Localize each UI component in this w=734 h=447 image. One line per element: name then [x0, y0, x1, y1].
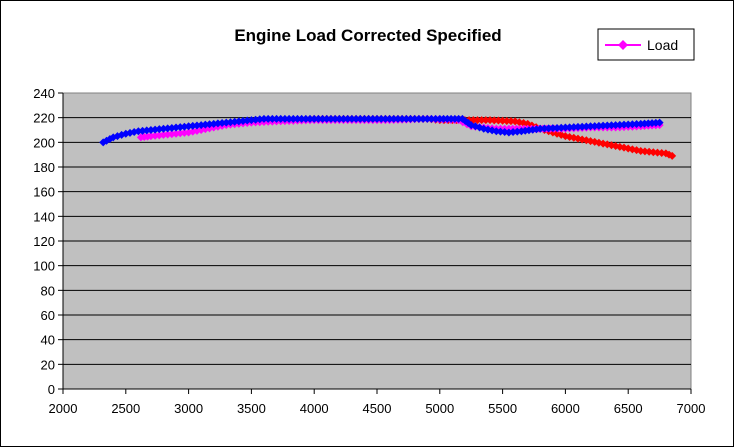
- y-tick-label: 240: [33, 86, 55, 101]
- data-point: [142, 126, 151, 135]
- data-point: [360, 114, 369, 123]
- data-point: [389, 114, 398, 123]
- x-tick-label: 3500: [237, 401, 266, 416]
- data-point: [188, 127, 197, 136]
- y-tick-label: 0: [48, 382, 55, 397]
- x-tick-label: 5500: [488, 401, 517, 416]
- y-tick-label: 20: [41, 357, 55, 372]
- y-tick-label: 220: [33, 111, 55, 126]
- data-point: [481, 116, 490, 125]
- data-point: [306, 114, 315, 123]
- legend-label-load: Load: [647, 37, 678, 53]
- x-tick-label: 7000: [677, 401, 706, 416]
- y-tick-label: 60: [41, 308, 55, 323]
- data-point: [373, 114, 381, 123]
- data-point: [655, 118, 664, 127]
- x-tick-label: 5000: [425, 401, 454, 416]
- y-tick-label: 180: [33, 160, 55, 175]
- data-point: [381, 114, 390, 123]
- data-point: [343, 114, 352, 123]
- data-point: [264, 114, 273, 123]
- data-point: [326, 114, 335, 123]
- data-point: [289, 114, 298, 123]
- x-tick-label: 4000: [300, 401, 329, 416]
- data-point: [272, 114, 281, 123]
- y-tick-labels: 0 20 40 60 80 100 120 140 160 180 200 220 240: [33, 86, 55, 397]
- data-point: [419, 114, 428, 123]
- axes: [58, 92, 692, 394]
- data-point: [285, 114, 294, 123]
- y-tick-label: 80: [41, 283, 55, 298]
- series-2: [99, 114, 664, 147]
- data-point: [431, 114, 440, 123]
- data-point: [398, 114, 407, 123]
- data-point: [297, 114, 306, 123]
- data-point: [406, 114, 415, 123]
- x-tick-label: 3000: [174, 401, 203, 416]
- data-point: [513, 127, 522, 136]
- x-tick-label: 6000: [551, 401, 580, 416]
- data-point: [356, 114, 365, 123]
- x-tick-label: 2500: [111, 401, 140, 416]
- data-point: [427, 114, 436, 123]
- gridlines: [63, 117, 691, 365]
- data-point: [331, 114, 340, 123]
- data-point: [477, 116, 486, 125]
- y-tick-label: 200: [33, 135, 55, 150]
- data-point: [414, 114, 423, 123]
- data-point: [347, 114, 356, 123]
- data-point: [377, 114, 386, 123]
- data-point: [276, 114, 285, 123]
- data-point: [402, 114, 411, 123]
- data-point: [280, 114, 289, 123]
- data-point: [318, 114, 327, 123]
- data-point: [259, 114, 268, 123]
- data-point: [293, 114, 302, 123]
- data-point: [314, 114, 323, 123]
- data-point: [352, 114, 361, 123]
- legend-box: [597, 28, 695, 61]
- data-point: [322, 114, 331, 123]
- x-tick-labels: 2000 2500 3000 3500 4000 4500 5000 5500 6000 6500…: [49, 401, 706, 416]
- data-point: [368, 114, 377, 123]
- data-point: [410, 114, 419, 123]
- data-point: [268, 114, 277, 123]
- data-point: [473, 116, 482, 125]
- data-point: [668, 151, 677, 160]
- data-point: [310, 114, 319, 123]
- data-point: [301, 114, 310, 123]
- chart-title: Engine Load Corrected Specified: [234, 26, 501, 45]
- data-point: [524, 126, 533, 135]
- x-tick-label: 2000: [49, 401, 78, 416]
- data-point: [423, 114, 432, 123]
- y-tick-label: 120: [33, 234, 55, 249]
- legend-marker: [618, 40, 628, 50]
- x-tick-label: 6500: [614, 401, 643, 416]
- legend: Load: [597, 28, 695, 61]
- y-tick-label: 100: [33, 259, 55, 274]
- data-point: [339, 114, 348, 123]
- series-layer: [99, 114, 677, 160]
- data-point: [521, 126, 530, 135]
- data-point: [385, 114, 394, 123]
- y-tick-label: 160: [33, 185, 55, 200]
- y-tick-label: 40: [41, 333, 55, 348]
- data-point: [364, 114, 373, 123]
- data-point: [475, 123, 484, 132]
- y-tick-label: 140: [33, 209, 55, 224]
- data-point: [335, 114, 344, 123]
- x-tick-label: 4500: [363, 401, 392, 416]
- data-point: [393, 114, 402, 123]
